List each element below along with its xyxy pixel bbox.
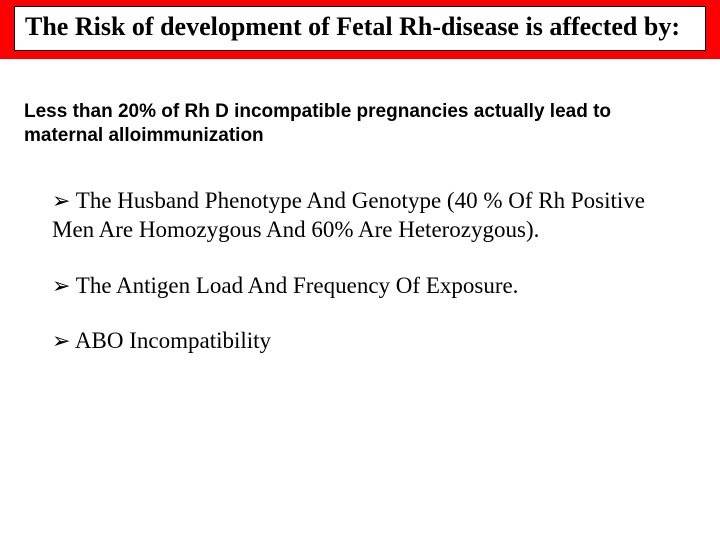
list-item: ➢ The Antigen Load And Frequency Of Expo… bbox=[52, 271, 672, 300]
list-item: ➢ ABO Incompatibility bbox=[52, 326, 672, 355]
list-item: ➢ The Husband Phenotype And Genotype (40… bbox=[52, 186, 672, 245]
title-box: The Risk of development of Fetal Rh-dise… bbox=[14, 6, 706, 51]
bullet-icon: ➢ bbox=[52, 327, 70, 355]
bullet-text: The Husband Phenotype And Genotype (40 %… bbox=[52, 188, 645, 242]
slide: The Risk of development of Fetal Rh-dise… bbox=[0, 0, 720, 540]
bullet-icon: ➢ bbox=[52, 187, 70, 215]
slide-subtext: Less than 20% of Rh D incompatible pregn… bbox=[24, 100, 664, 148]
title-bar: The Risk of development of Fetal Rh-dise… bbox=[0, 0, 720, 59]
slide-title: The Risk of development of Fetal Rh-dise… bbox=[25, 11, 695, 44]
bullet-list: ➢ The Husband Phenotype And Genotype (40… bbox=[52, 186, 672, 382]
bullet-text: The Antigen Load And Frequency Of Exposu… bbox=[76, 273, 519, 298]
bullet-text: ABO Incompatibility bbox=[75, 328, 271, 353]
bullet-icon: ➢ bbox=[52, 272, 70, 300]
